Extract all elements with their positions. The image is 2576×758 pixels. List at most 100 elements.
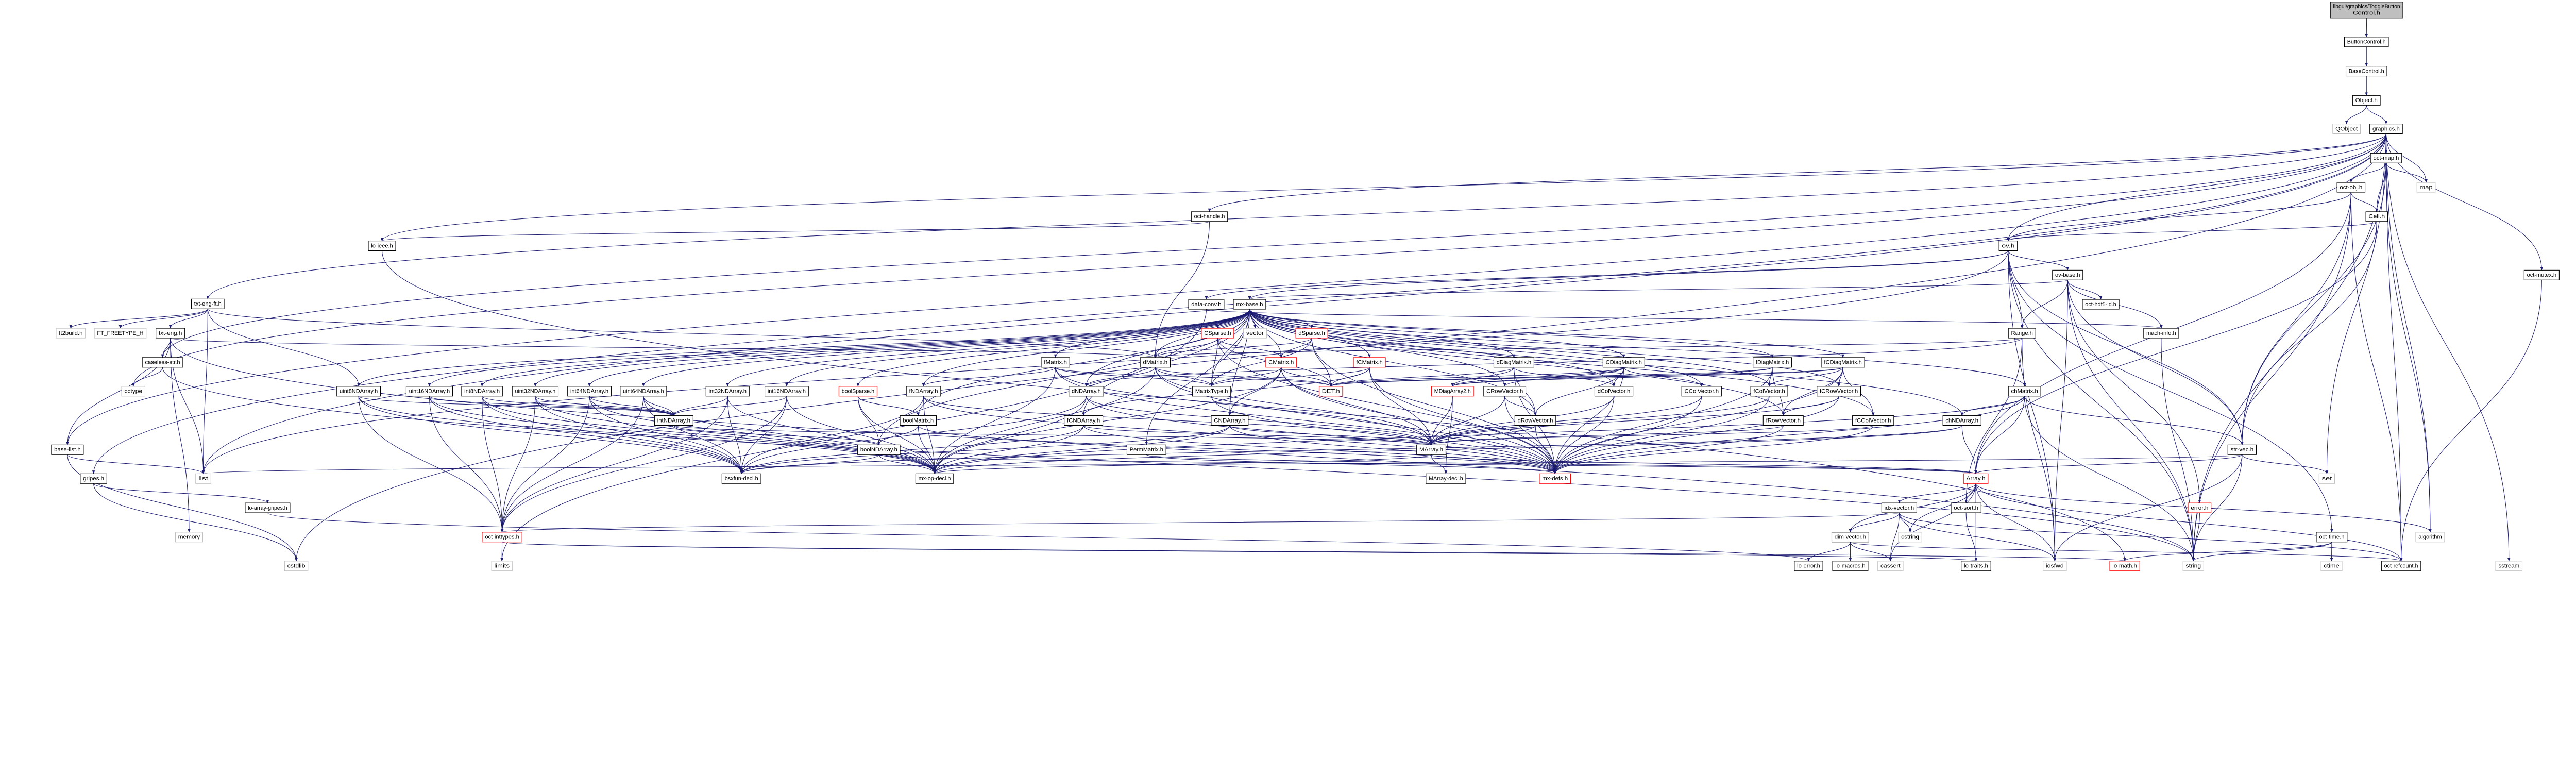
graph-node[interactable]: dSparse.h: [1295, 328, 1328, 339]
graph-node[interactable]: idx-vector.h: [1881, 502, 1917, 513]
include-edge: [1975, 483, 2057, 562]
graph-node: cstring: [1898, 532, 1922, 543]
graph-node[interactable]: uint32NDArray.h: [512, 386, 559, 397]
graph-node[interactable]: oct-refcount.h: [2381, 561, 2421, 571]
graph-node[interactable]: lo-traits.h: [1961, 561, 1991, 571]
graph-node[interactable]: CMatrix.h: [1265, 357, 1297, 368]
graph-node[interactable]: oct-mutex.h: [2523, 269, 2560, 280]
graph-node[interactable]: base-list.h: [51, 444, 84, 455]
graph-node[interactable]: MatrixType.h: [1192, 386, 1231, 397]
graph-node[interactable]: fCNDArray.h: [1064, 415, 1104, 426]
node-box: [1794, 561, 1823, 571]
graph-node[interactable]: uint64NDArray.h: [620, 386, 667, 397]
graph-node[interactable]: ov-base.h: [2052, 269, 2083, 280]
graph-node[interactable]: mx-op-decl.h: [915, 473, 954, 484]
graph-node[interactable]: int32NDArray.h: [705, 386, 750, 397]
graph-node[interactable]: CColVector.h: [1681, 386, 1722, 397]
graph-node[interactable]: dim-vector.h: [1831, 532, 1869, 543]
graph-node[interactable]: boolNDArray.h: [857, 444, 901, 455]
node-label: dColVector.h: [1598, 389, 1631, 395]
graph-node[interactable]: data-conv.h: [1188, 299, 1225, 310]
graph-node[interactable]: Object.h: [2352, 95, 2381, 106]
include-edge: [535, 396, 936, 475]
node-label: str-vec.h: [2231, 447, 2254, 453]
graph-node[interactable]: lo-error.h: [1794, 561, 1823, 571]
graph-node[interactable]: oct-sort.h: [1951, 502, 1981, 513]
graph-node[interactable]: bsxfun-decl.h: [721, 473, 761, 484]
graph-node[interactable]: boolMatrix.h: [900, 415, 937, 426]
include-edge: [1849, 512, 1900, 533]
graph-node[interactable]: fDiagMatrix.h: [1753, 357, 1792, 368]
graph-node[interactable]: boolSparse.h: [838, 386, 877, 397]
graph-node: string: [2182, 561, 2204, 571]
graph-node[interactable]: CRowVector.h: [1483, 386, 1527, 397]
graph-node[interactable]: oct-time.h: [2316, 532, 2348, 543]
graph-node[interactable]: BaseControl.h: [2345, 66, 2387, 77]
graph-node[interactable]: ButtonControl.h: [2344, 37, 2389, 47]
graph-node[interactable]: uint16NDArray.h: [405, 386, 453, 397]
graph-node[interactable]: fCRowVector.h: [1817, 386, 1861, 397]
graph-node[interactable]: mx-defs.h: [1539, 473, 1571, 484]
graph-node[interactable]: lo-ieee.h: [368, 241, 396, 251]
include-edge: [168, 309, 208, 329]
graph-node[interactable]: txt-eng.h: [156, 328, 185, 339]
graph-node[interactable]: chMatrix.h: [2008, 386, 2041, 397]
graph-node[interactable]: oct-map.h: [2370, 153, 2402, 163]
graph-node[interactable]: fCColVector.h: [1852, 415, 1894, 426]
graph-node[interactable]: mach-info.h: [2143, 328, 2179, 339]
graph-node[interactable]: fMatrix.h: [1041, 357, 1070, 368]
node-label: fNDArray.h: [909, 389, 938, 395]
graph-node[interactable]: txt-eng-ft.h: [191, 298, 225, 309]
graph-node[interactable]: gripes.h: [80, 473, 107, 484]
graph-node[interactable]: oct-obj.h: [2336, 182, 2366, 193]
graph-node[interactable]: dNDArray.h: [1069, 386, 1104, 397]
graph-node[interactable]: fCMatrix.h: [1353, 357, 1386, 368]
graph-node[interactable]: fNDArray.h: [906, 386, 941, 397]
graph-node[interactable]: oct-hdf5-id.h: [2082, 299, 2120, 310]
include-edge: [740, 396, 787, 475]
graph-node[interactable]: oct-handle.h: [1191, 211, 1228, 222]
graph-node[interactable]: DET.h: [1318, 386, 1343, 397]
graph-node[interactable]: Array.h: [1963, 473, 1989, 484]
graph-node[interactable]: MArray-decl.h: [1426, 473, 1466, 484]
graph-node[interactable]: caseless-str.h: [142, 357, 183, 368]
graph-node[interactable]: int8NDArray.h: [461, 386, 503, 397]
include-edge: [93, 483, 298, 562]
graph-node[interactable]: graphics.h: [2369, 124, 2403, 134]
node-box: [721, 473, 761, 484]
graph-node[interactable]: fCDiagMatrix.h: [1821, 357, 1865, 368]
include-edge: [2385, 133, 2432, 533]
graph-node[interactable]: ov.h: [1998, 241, 2018, 251]
graph-node[interactable]: CDiagMatrix.h: [1602, 357, 1645, 368]
graph-node[interactable]: chNDArray.h: [1942, 415, 1981, 426]
graph-node[interactable]: str-vec.h: [2227, 444, 2257, 455]
graph-node[interactable]: CNDArray.h: [1211, 415, 1249, 426]
graph-node[interactable]: intNDArray.h: [654, 415, 693, 426]
node-label: cassert: [1880, 563, 1901, 569]
graph-node[interactable]: CSparse.h: [1201, 328, 1234, 339]
graph-node[interactable]: lo-array-gripes.h: [245, 502, 291, 513]
graph-node[interactable]: int16NDArray.h: [765, 386, 809, 397]
graph-node[interactable]: PermMatrix.h: [1126, 444, 1166, 455]
graph-node[interactable]: fRowVector.h: [1762, 415, 1804, 426]
graph-node[interactable]: lo-math.h: [2109, 561, 2140, 571]
graph-node[interactable]: dColVector.h: [1594, 386, 1634, 397]
graph-node[interactable]: Range.h: [2008, 328, 2036, 339]
graph-node[interactable]: Cell.h: [2365, 211, 2388, 222]
node-label: oct-inttypes.h: [485, 534, 519, 541]
graph-node[interactable]: oct-inttypes.h: [482, 532, 522, 543]
graph-node[interactable]: dDiagMatrix.h: [1493, 357, 1534, 368]
node-box: [1064, 415, 1104, 426]
graph-node[interactable]: MArray.h: [1416, 444, 1446, 455]
graph-node[interactable]: error.h: [2188, 502, 2212, 513]
graph-node[interactable]: int64NDArray.h: [567, 386, 612, 397]
graph-node[interactable]: dRowVector.h: [1514, 415, 1556, 426]
graph-node[interactable]: fColVector.h: [1750, 386, 1788, 397]
graph-node[interactable]: MDiagArray2.h: [1431, 386, 1474, 397]
graph-node[interactable]: uint8NDArray.h: [336, 386, 381, 397]
graph-node[interactable]: dMatrix.h: [1140, 357, 1171, 368]
graph-node[interactable]: lo-macros.h: [1832, 561, 1869, 571]
graph-node[interactable]: mx-base.h: [1233, 299, 1266, 310]
